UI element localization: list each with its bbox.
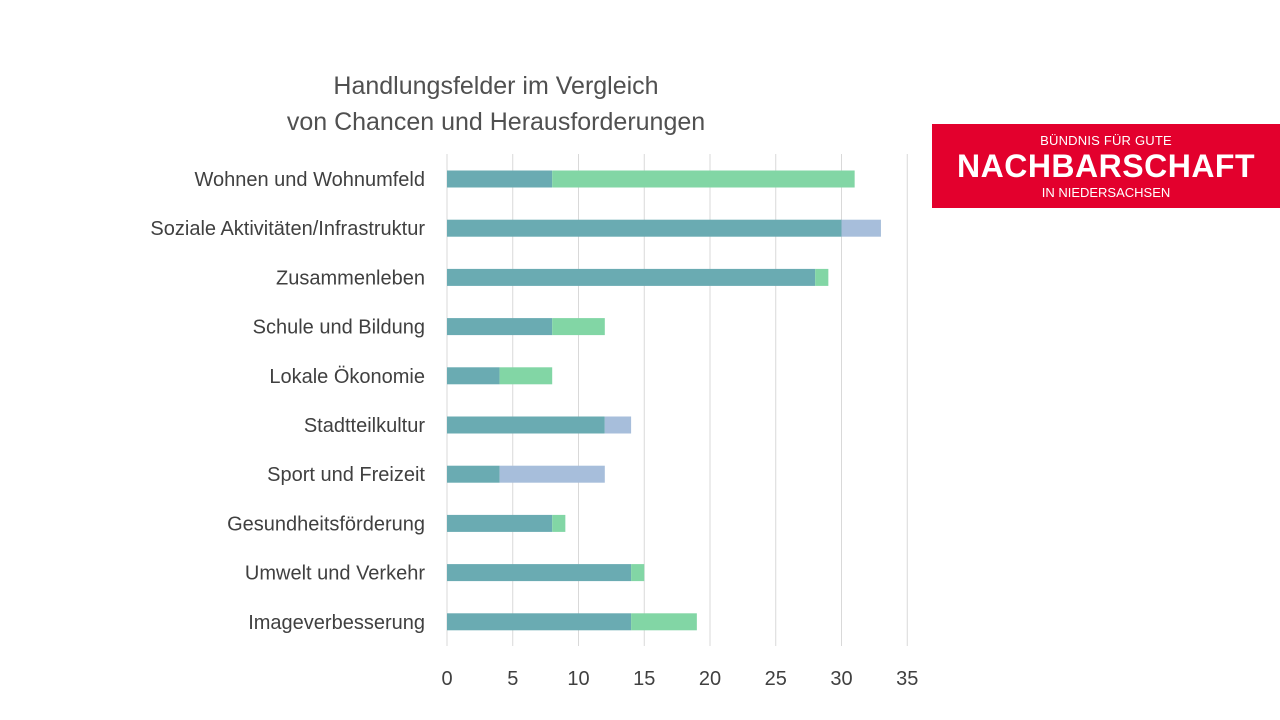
- category-label-7: Gesundheitsförderung: [227, 513, 425, 535]
- category-labels: Wohnen und Wohnumfeld Soziale Aktivitäten…: [150, 169, 425, 634]
- bar-9-series-1: [631, 613, 697, 631]
- bar-7-series-1: [552, 514, 566, 532]
- bar-0-series-1: [552, 170, 855, 188]
- x-tick-label-1: 5: [507, 668, 518, 690]
- category-label-6: Sport und Freizeit: [267, 464, 425, 486]
- bar-8-series-0: [447, 564, 632, 582]
- x-tick-label-3: 15: [633, 668, 655, 690]
- bar-4-series-1: [499, 367, 553, 385]
- bar-8-series-1: [631, 564, 645, 582]
- category-label-9: Imageverbesserung: [248, 612, 425, 634]
- bar-4-series-0: [447, 367, 500, 385]
- x-tick-labels: 0 5 10 15 20 25 30 35: [441, 668, 918, 690]
- bars: [447, 170, 881, 631]
- logo-top-text: BÜNDNIS FÜR GUTE: [1040, 133, 1172, 148]
- chart-title-line-2: von Chancen und Herausforderungen: [286, 108, 706, 136]
- x-tick-label-5: 25: [765, 668, 787, 690]
- logo-main-text: NACHBARSCHAFT: [956, 148, 1256, 184]
- bar-1-series-2: [841, 219, 881, 237]
- bar-6-series-2: [499, 465, 605, 483]
- category-label-2: Zusammenleben: [276, 267, 425, 289]
- bar-2-series-0: [447, 268, 816, 286]
- logo-bottom-text: IN NIEDERSACHSEN: [1041, 185, 1171, 200]
- bar-5-series-2: [604, 416, 632, 434]
- x-tick-label-0: 0: [441, 668, 452, 690]
- bar-5-series-0: [447, 416, 605, 434]
- category-label-3: Schule und Bildung: [253, 317, 425, 339]
- bar-3-series-0: [447, 318, 553, 336]
- category-label-4: Lokale Ökonomie: [269, 366, 425, 388]
- logo: BÜNDNIS FÜR GUTE NACHBARSCHAFT IN NIEDER…: [932, 124, 1280, 208]
- category-label-0: Wohnen und Wohnumfeld: [194, 169, 425, 191]
- chart-title: Handlungsfelder im Vergleich von Chancen…: [246, 68, 746, 140]
- bar-9-series-0: [447, 613, 632, 631]
- bar-7-series-0: [447, 514, 553, 532]
- x-tick-label-4: 20: [699, 668, 721, 690]
- bar-2-series-1: [815, 268, 829, 286]
- category-label-5: Stadtteilkultur: [304, 415, 426, 437]
- category-label-8: Umwelt und Verkehr: [245, 563, 425, 585]
- category-label-1: Soziale Aktivitäten/Infrastruktur: [150, 218, 425, 240]
- bar-0-series-0: [447, 170, 553, 188]
- bar-1-series-0: [447, 219, 842, 237]
- bar-3-series-1: [552, 318, 605, 336]
- chart-title-line-1: Handlungsfelder im Vergleich: [333, 72, 659, 100]
- x-tick-label-2: 10: [567, 668, 589, 690]
- x-tick-label-6: 30: [830, 668, 852, 690]
- x-tick-label-7: 35: [896, 668, 918, 690]
- bar-6-series-0: [447, 465, 500, 483]
